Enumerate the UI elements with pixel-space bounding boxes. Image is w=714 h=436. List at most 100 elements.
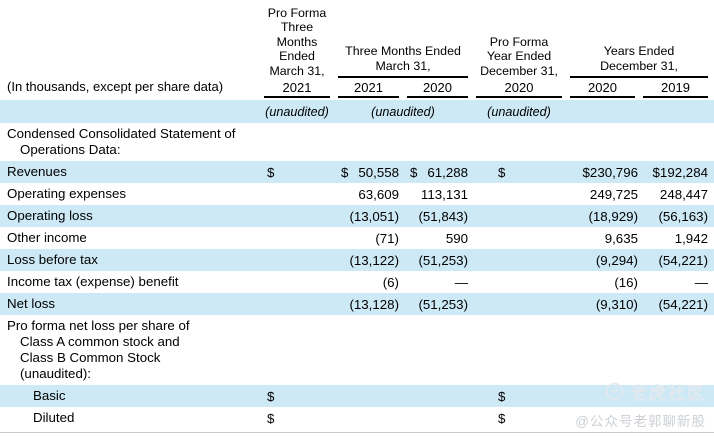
currency-symbol: $ [498,164,506,180]
year-header: 2021 [338,79,399,98]
value-cell: 1,942 [642,231,712,246]
year-header: 2020 [407,79,468,98]
amount-value: (51,843) [418,208,468,224]
column-group-title: Three Months Ended March 31, [345,44,461,73]
amount-value: (6) [382,274,399,290]
amount-value: (51,253) [418,296,468,312]
value-cell: 590 [403,231,472,246]
row-label: Net loss [7,296,56,311]
value-cell: $ [260,389,334,404]
currency-symbol: $ [341,164,349,180]
unaudited-label: (unaudited) [265,104,329,119]
row-label: Income tax (expense) benefit [7,274,179,289]
currency-symbol: $ [498,388,506,404]
value-cell: $192,284 [642,165,712,180]
value-cell: (9,310) [566,297,642,312]
value-cell: (71) [334,231,403,246]
amount-value: (54,221) [658,296,708,312]
header-rule [338,76,468,78]
row-label-note: (In thousands, except per share data) [7,79,224,94]
table-row-loss-before-tax: Loss before tax (13,122) (51,253) (9,294… [0,249,714,271]
page-bottom-rule [0,432,714,433]
column-group-title: Years Ended December 31, [600,44,678,73]
unaudited-label: (unaudited) [371,104,435,119]
amount-value: (9,294) [595,252,638,268]
value-cell: $ [472,389,566,404]
amount-value: 113,131 [420,186,468,202]
value-cell: — [403,275,472,290]
value-cell: (54,221) [642,297,712,312]
value-cell: 249,725 [566,187,642,202]
amount-value: (71) [375,230,399,246]
amount-value: (16) [614,274,638,290]
amount-value: 63,609 [358,186,399,202]
row-label: Operating expenses [7,186,127,201]
year-header: 2020 [570,79,635,98]
amount-value: 248,447 [659,186,708,202]
column-group-proforma-three-months: Pro Forma Three Months Ended March 31, 2… [260,5,334,98]
value-cell: (13,122) [334,253,403,268]
value-cell: (6) [334,275,403,290]
value-cell: $230,796 [566,165,642,180]
amount-value: 590 [445,230,468,246]
amount-value: (18,929) [588,208,638,224]
value-cell: 9,635 [566,231,642,246]
amount-value: (54,221) [658,252,708,268]
column-group-title: Pro Forma Year Ended December 31, [480,34,558,78]
amount-value: 1,942 [674,230,708,246]
year-header: 2021 [264,79,330,98]
table-row-operating-expenses: Operating expenses 63,609 113,131 249,72… [0,183,714,205]
header-rule [570,76,708,78]
amount-value: (13,128) [349,296,399,312]
table-row-other-income: Other income (71) 590 9,635 1,942 [0,227,714,249]
amount-value: (13,122) [349,252,399,268]
currency-symbol: $ [410,164,418,180]
value-cell: (51,253) [403,253,472,268]
amount-value: — [694,274,708,290]
value-cell: (18,929) [566,209,642,224]
amount-value: 9,635 [604,230,638,246]
value-cell: $50,558 [334,165,403,180]
value-cell: (16) [566,275,642,290]
column-group-three-months: Three Months Ended March 31, 2021 2020 [334,5,472,98]
amount-value: (51,253) [418,252,468,268]
amount-value: $230,796 [582,164,638,180]
value-cell: $61,288 [403,165,472,180]
row-label: Revenues [7,164,67,179]
value-cell: (13,128) [334,297,403,312]
value-cell: (9,294) [566,253,642,268]
table-row-section: Condensed Consolidated Statement of Oper… [0,123,714,161]
value-cell: $ [472,165,566,180]
row-label: Loss before tax [7,252,98,267]
value-cell: 248,447 [642,187,712,202]
column-group-proforma-year: Pro Forma Year Ended December 31, 2020 [472,5,566,98]
section-label: Condensed Consolidated Statement of Oper… [7,126,236,157]
column-group-years-ended: Years Ended December 31, 2020 2019 [566,5,712,98]
value-cell: (56,163) [642,209,712,224]
value-cell: (51,843) [403,209,472,224]
table-row-revenues: Revenues $ $50,558 $61,288 $ $230,796 $1… [0,161,714,183]
table-row-operating-loss: Operating loss (13,051) (51,843) (18,929… [0,205,714,227]
amount-value: 61,288 [427,164,468,180]
year-header: 2019 [643,79,708,98]
currency-symbol: $ [267,164,275,180]
year-header: 2020 [476,79,562,98]
currency-symbol: $ [267,388,275,404]
unaudited-band: (unaudited) (unaudited) (unaudited) [0,100,714,123]
currency-symbol: $ [498,410,506,426]
amount-value: $192,284 [652,164,708,180]
row-label: Basic [33,388,66,403]
value-cell: 113,131 [403,187,472,202]
value-cell: 63,609 [334,187,403,202]
column-group-title: Pro Forma Three Months Ended March 31, [267,5,327,78]
table-row-net-loss: Net loss (13,128) (51,253) (9,310) (54,2… [0,293,714,315]
section-label: Pro forma net loss per share of Class A … [7,318,190,381]
amount-value: 249,725 [589,186,638,202]
row-label: Other income [7,230,87,245]
value-cell: $ [260,165,334,180]
amount-value: — [454,274,468,290]
table-row-diluted: Diluted $ $ [0,407,714,429]
value-cell: (51,253) [403,297,472,312]
value-cell: — [642,275,712,290]
